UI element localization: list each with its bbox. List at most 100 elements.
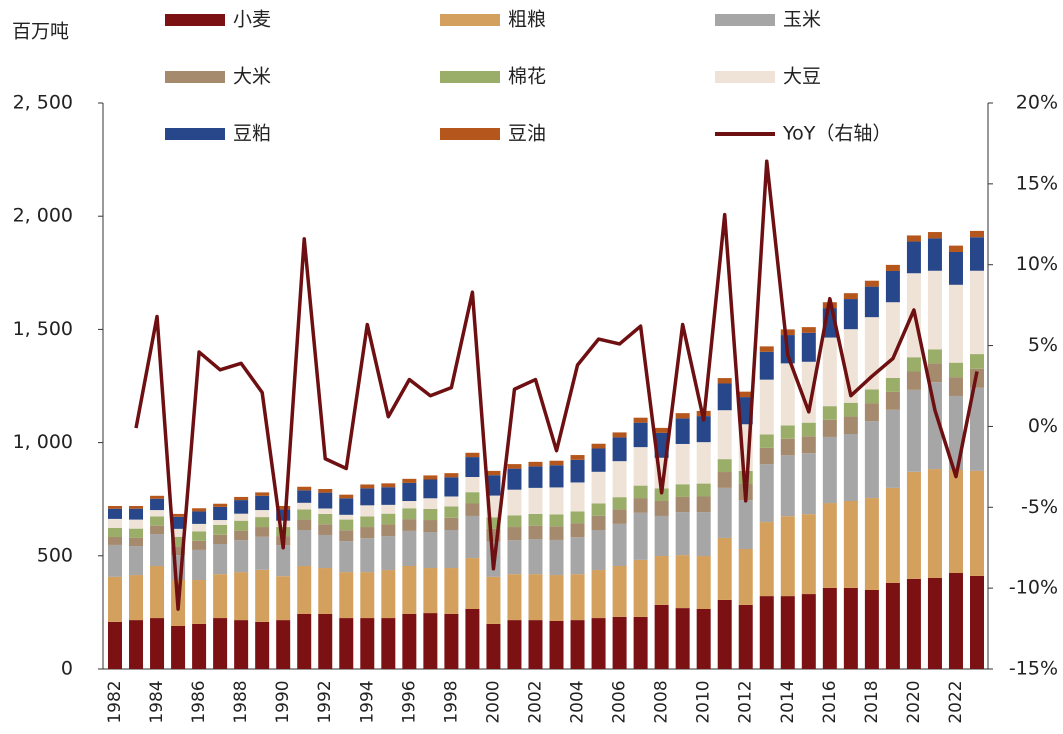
bar-segment [654,501,669,516]
bar-segment [171,546,186,556]
bar-segment [129,519,144,529]
bar-segment [129,620,144,669]
bar-segment [255,569,270,622]
bar-segment [381,487,396,505]
bar-segment [297,613,312,669]
bar-segment [318,534,333,569]
bar-segment [801,332,816,362]
bar-segment [423,498,438,509]
bar-segment [234,513,249,521]
bar-segment [885,391,900,410]
bar-segment [970,387,984,471]
bar-segment [885,302,900,378]
bar-segment [402,519,417,531]
bar-segment [192,508,207,512]
bar-segment [360,527,375,539]
bar-segment [528,539,543,575]
bar-segment [843,587,858,669]
bar-segment [927,469,942,578]
bar-segment [591,448,606,472]
bar-segment [171,516,186,529]
bar-segment [402,565,417,614]
bar-segment [486,623,501,669]
bar-segment [444,496,459,507]
bar-segment [108,544,122,577]
bar-segment [171,536,186,547]
y-tick-label: 2, 000 [13,205,73,227]
bar-segment [360,618,375,669]
bar-segment [906,578,921,669]
bar-segment [465,457,480,478]
bar-segment [528,620,543,669]
bar-segment [381,570,396,619]
bar-segment [885,487,900,583]
bar-segment [864,389,879,404]
x-tick-label: 2010 [694,680,714,723]
bar-segment [970,470,984,576]
bar-segment [591,471,606,504]
bar-segment [255,495,270,511]
bar-segment [633,498,648,513]
bar-segment [591,618,606,669]
bar-segment [970,237,984,271]
bar-segment [570,523,585,538]
x-tick-label: 2004 [568,680,588,723]
bar-segment [108,518,122,528]
y2-tick-label: -15% [1009,658,1058,680]
x-tick-label: 2002 [525,680,545,723]
legend-swatch [165,71,225,83]
x-tick-label: 1992 [315,680,335,723]
y2-tick-label: 10% [1016,253,1058,275]
bar-segment [339,572,354,619]
bar-segment [675,484,690,497]
bar-segment [528,487,543,514]
legend-label: 豆油 [508,123,546,145]
bar-segment [906,357,921,372]
bar-segment [738,549,753,605]
bar-segment [696,496,711,513]
bar-segment [927,363,942,383]
bar-segment [192,549,207,581]
bar-segment [612,432,627,438]
bar-segment [633,422,648,448]
bar-segment [780,425,795,439]
bar-segment [864,589,879,669]
bar-segment [444,568,459,614]
bar-segment [970,354,984,369]
bar-segment [465,515,480,559]
bar-segment [360,484,375,489]
bar-segment [591,515,606,530]
bar-segment [507,489,522,516]
y-tick-label: 2, 500 [13,92,73,114]
bar-segment [948,377,963,396]
x-tick-label: 2006 [610,680,630,723]
bar-segment [801,514,816,595]
bar-segment [318,524,333,535]
y-tick-label: 1, 000 [13,431,73,453]
x-tick-label: 2012 [736,680,756,723]
legend-swatch [165,14,225,26]
bar-segment [675,443,690,485]
x-tick-label: 2016 [820,680,840,723]
bar-segment [780,363,795,426]
bar-segment [339,541,354,573]
x-tick-label: 1996 [399,680,419,723]
bar-segment [507,468,522,490]
bar-segment [717,459,732,473]
bar-segment [507,620,522,669]
x-tick-label: 2022 [946,680,966,723]
bar-segment [360,488,375,506]
bar-segment [864,421,879,499]
bar-segment [822,406,837,420]
bar-segment [465,503,480,516]
bar-segment [675,512,690,556]
bar-segment [612,616,627,669]
legend-swatch [440,14,500,26]
x-tick-label: 2020 [904,680,924,723]
bar-segment [885,409,900,488]
bar-segment [402,501,417,509]
bar-segment [654,488,669,502]
bar-segment [738,391,753,398]
bar-segment [822,436,837,504]
x-tick-label: 2000 [483,680,503,723]
